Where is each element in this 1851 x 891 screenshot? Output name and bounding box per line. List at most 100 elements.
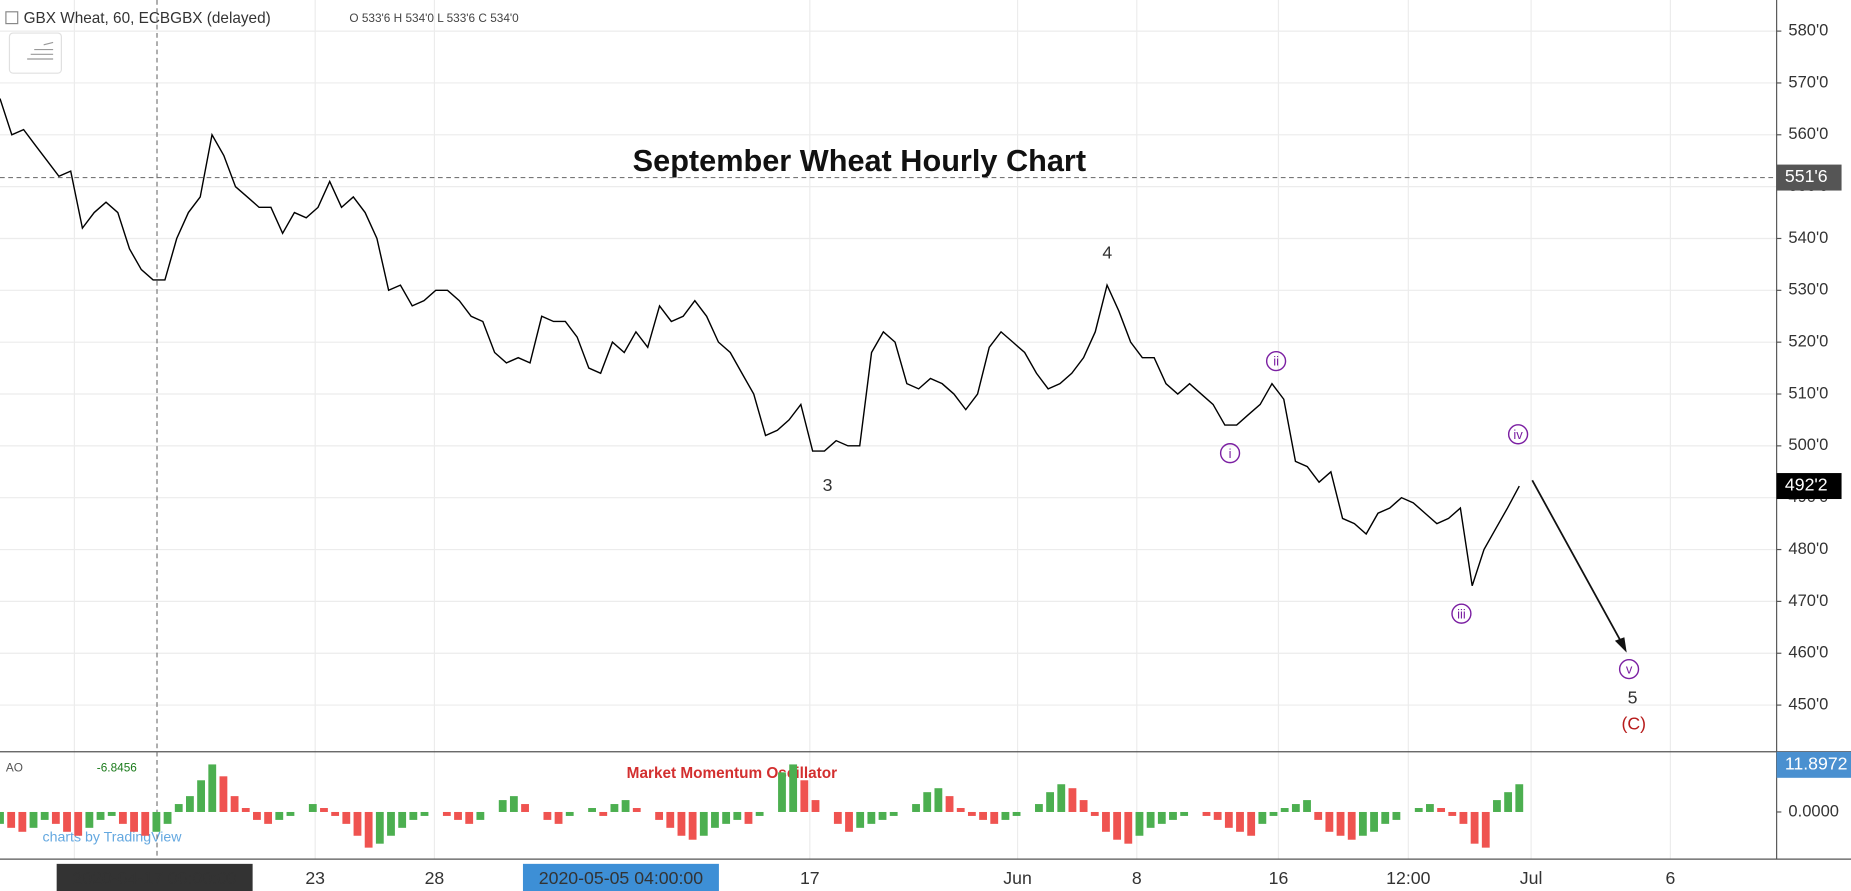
osc-bar (1258, 811, 1267, 824)
osc-bar (1493, 800, 1501, 812)
osc-bar (174, 804, 183, 812)
osc-bar (677, 811, 686, 836)
osc-bar (107, 811, 116, 816)
y-tick-label: 460'0 (1788, 643, 1828, 662)
osc-bar (1314, 811, 1323, 820)
wave-circle (1219, 443, 1241, 464)
osc-bar (241, 808, 250, 812)
osc-bar (1079, 800, 1088, 812)
osc-bar (554, 811, 563, 824)
osc-bar (878, 811, 887, 820)
wave-label: ii (1273, 354, 1279, 369)
osc-bar (588, 808, 596, 812)
osc-bar (7, 811, 16, 828)
osc-bar (1336, 811, 1345, 836)
osc-bar (1213, 811, 1222, 820)
osc-bar (1426, 804, 1434, 812)
osc-bar (811, 800, 820, 812)
wave-label: iii (1457, 606, 1466, 621)
osc-bar (40, 811, 49, 820)
wave-label: (C) (1622, 713, 1647, 733)
osc-bar (867, 811, 876, 824)
osc-bar (1481, 811, 1490, 848)
osc-bar (308, 804, 317, 812)
osc-bar (208, 764, 217, 812)
osc-bar (398, 811, 407, 828)
arrow-head (1614, 637, 1627, 653)
osc-bar (1057, 784, 1066, 812)
osc-bar (197, 780, 205, 812)
osc-bar (599, 811, 608, 816)
osc-bar (655, 811, 664, 820)
osc-bar (118, 811, 127, 824)
osc-bar (945, 796, 954, 812)
osc-bar (465, 811, 474, 824)
osc-bar (833, 811, 842, 824)
osc-bar (543, 811, 552, 820)
osc-bar (1392, 811, 1401, 820)
osc-bar (1180, 811, 1189, 816)
osc-bar (1414, 808, 1423, 812)
x-tick-label: 17 (800, 868, 820, 888)
toolbar-icon (27, 41, 54, 60)
wave-label: iv (1513, 427, 1523, 442)
crosshair-tag (1776, 164, 1842, 191)
osc-bar (1247, 811, 1256, 836)
osc-bar (331, 811, 340, 816)
osc-bar (1090, 811, 1099, 816)
osc-bar (1381, 811, 1390, 824)
osc-bar (1046, 792, 1055, 812)
osc-bar (1448, 811, 1457, 816)
osc-bar (711, 811, 719, 828)
x-tick-label: 2020-05-05 04:00:00 (539, 868, 703, 888)
y-tick-label: 500'0 (1788, 435, 1828, 454)
wave-label: i (1229, 446, 1232, 461)
osc-bar (1135, 811, 1144, 836)
osc-bar (96, 811, 105, 820)
osc-bar (442, 811, 451, 816)
time-highlight (522, 863, 719, 891)
osc-bar (29, 811, 38, 828)
osc-bar (51, 811, 60, 824)
osc-bar (1470, 811, 1479, 844)
osc-bar (63, 811, 71, 832)
osc-bar (1504, 792, 1513, 812)
osc-bar (565, 811, 574, 816)
wave-circle (1451, 603, 1472, 624)
x-tick-label: 2020-04-17 00:00:00 (73, 868, 237, 888)
osc-bar (967, 811, 976, 816)
osc-bar (1515, 784, 1524, 812)
y-tick-label: 580'0 (1788, 20, 1828, 39)
osc-tick-label: 0.0000 (1788, 801, 1839, 820)
x-tick-label: Jul (1520, 868, 1543, 888)
wave-label: 3 (823, 475, 833, 495)
y-tick-label: 570'0 (1788, 72, 1828, 91)
osc-bar (1325, 811, 1334, 832)
osc-last-tag (1776, 751, 1851, 778)
osc-bar (1280, 808, 1289, 812)
x-tick-label: Jun (1003, 868, 1032, 888)
y-tick-label: 450'0 (1788, 694, 1828, 713)
osc-bar (230, 796, 239, 812)
ohlc: O 533'6 H 534'0 L 533'6 C 534'0 (349, 11, 519, 25)
osc-bar (856, 811, 865, 828)
osc-bar (141, 811, 150, 836)
osc-bar (1459, 811, 1468, 824)
collapse-icon[interactable] (5, 11, 19, 25)
osc-bar (74, 811, 83, 836)
price-line (0, 98, 1520, 587)
osc-bar (1291, 804, 1300, 812)
crosshair-tag-label: 551'6 (1785, 166, 1828, 186)
osc-bar (1157, 811, 1166, 824)
osc-bar (1001, 811, 1010, 820)
osc-bar (1347, 811, 1356, 840)
osc-name: AO (6, 760, 23, 774)
osc-bar (152, 811, 161, 832)
osc-bar (1124, 811, 1133, 844)
osc-bar (1146, 811, 1155, 828)
osc-bar (699, 811, 708, 836)
x-tick-label: 16 (1269, 868, 1289, 888)
osc-bar (18, 811, 27, 832)
toolbar-button[interactable] (8, 32, 62, 74)
